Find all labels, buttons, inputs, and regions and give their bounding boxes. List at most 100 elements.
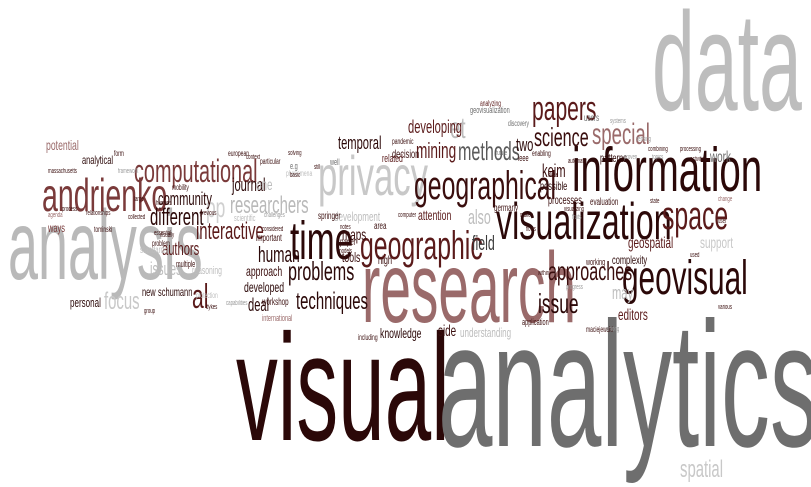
word-processes: processes (548, 193, 582, 207)
word-mining: mining (416, 138, 457, 163)
word-et: et (450, 112, 466, 145)
word-including: including (358, 333, 378, 342)
word-ieee: ieee (518, 153, 529, 163)
word-potential: potential (46, 137, 79, 153)
word-analyzing: analyzing (480, 99, 501, 108)
word-discovery: discovery (508, 119, 529, 128)
word-special: special (592, 118, 650, 151)
word-approaches: approaches (548, 256, 633, 286)
word-attention: attention (418, 207, 452, 223)
word-privacy: privacy (318, 144, 428, 207)
word-framework: framework (118, 168, 139, 175)
word-analytical: analytical (82, 153, 114, 167)
word-visually: visually (160, 232, 175, 239)
word-keim: keim (542, 161, 566, 181)
word-working: working (586, 257, 606, 267)
word-workshop: workshop (262, 297, 289, 308)
word-springer: springer (318, 211, 341, 222)
word-geographical: geographical (414, 164, 557, 208)
word-support: support (700, 235, 734, 252)
word-development: development (334, 209, 381, 224)
word-temporal: temporal (338, 133, 382, 153)
word-makes: makes (520, 212, 533, 219)
word-activities: activities (690, 156, 707, 163)
word-topics: topics (652, 154, 664, 161)
word-relationships: relationships (86, 210, 111, 217)
word-research: research (362, 232, 576, 344)
word-side: side (438, 323, 457, 340)
word-international: international (262, 313, 293, 323)
word-analysis: analysis (8, 190, 203, 300)
word-large: large (134, 196, 144, 203)
word-complexity: complexity (612, 253, 648, 267)
word-context: context (246, 154, 260, 161)
word-notes: notes (340, 224, 351, 231)
word-flows: flows (526, 226, 536, 233)
word-information: information (572, 136, 763, 205)
word-paper: paper (340, 237, 356, 248)
word-decision: decision (392, 147, 420, 161)
word-analytics: analytics (438, 285, 811, 484)
word-challenges: challenges (264, 212, 285, 219)
word-techniques: techniques (296, 288, 368, 315)
word-collected: collected (128, 214, 146, 221)
word-computer: computer (398, 212, 417, 219)
word-different: different (150, 204, 204, 231)
word-considered: considered (262, 226, 284, 233)
word-maps: maps (342, 227, 367, 244)
word-mobility: mobility (172, 183, 189, 192)
word-understanding: understanding (460, 325, 512, 340)
word-protection: protection (196, 291, 218, 300)
word-particular: particular (260, 157, 281, 166)
word-science: science (534, 122, 589, 152)
word-eg: e.g (290, 161, 298, 171)
word-germany: germany (494, 203, 519, 214)
word-related: related (382, 153, 403, 165)
word-developing: developing (408, 117, 462, 137)
word-issues: issues (150, 259, 182, 279)
word-also: also (468, 207, 491, 229)
word-user: user (718, 218, 727, 225)
word-reasoning: reasoning (192, 265, 222, 277)
word-capabilities: capabilities (226, 300, 248, 307)
word-high: high (378, 253, 393, 267)
word-schumann: schumann (158, 285, 193, 299)
word-human: human (258, 242, 300, 267)
word-data: data (652, 0, 802, 140)
word-problems: problems (288, 256, 355, 286)
word-andrienko: andrienko (42, 169, 168, 221)
word-authors: authors (162, 239, 200, 259)
word-geospatial: geospatial (628, 235, 674, 252)
word-form: form (114, 149, 124, 158)
word-spatial: spatial (680, 456, 724, 483)
word-field: field (472, 233, 495, 255)
word-tools: tools (342, 249, 361, 265)
word-evaluation: evaluation (590, 197, 619, 208)
word-geovisual: geovisual (622, 252, 748, 305)
word-combining: combining (648, 146, 668, 153)
word-journal: journal (232, 175, 266, 195)
word-editors: editors (618, 307, 648, 324)
word-new: new (142, 285, 156, 299)
word-multiple: multiple (176, 259, 196, 269)
word-scientific: scientific (234, 213, 256, 223)
word-visualization: visualization (496, 193, 672, 251)
word-application: application (522, 317, 549, 327)
word-issue: issue (538, 288, 579, 319)
word-approach: approach (246, 263, 283, 279)
word-process: process (62, 206, 78, 213)
word-change: change (718, 196, 733, 203)
word-one: one (256, 177, 273, 194)
word-possible: possible (540, 179, 568, 193)
word-patterns: patterns (600, 151, 627, 165)
word-community: community (158, 189, 212, 209)
word-problem: problem (152, 239, 170, 248)
word-european: european (228, 149, 249, 158)
word-essential: essential (154, 230, 172, 237)
word-humans: humans (156, 200, 172, 207)
word-still: still (314, 164, 321, 171)
word-close: close (548, 172, 559, 179)
word-focus: focus (104, 288, 140, 315)
word-time: time (290, 211, 354, 271)
word-al: al (192, 278, 209, 316)
